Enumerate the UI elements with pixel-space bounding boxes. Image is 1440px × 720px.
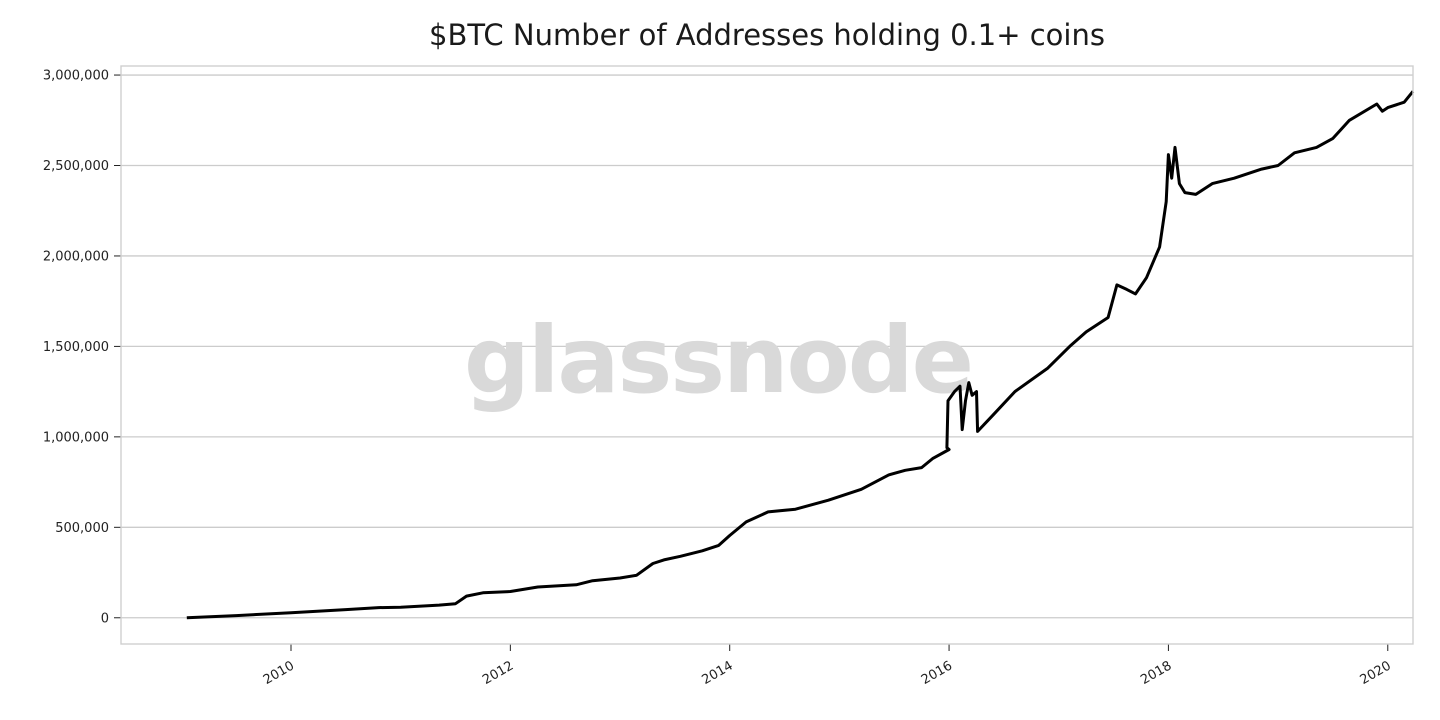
x-axis: 2010 2012 2014 2016 2018 2020	[261, 644, 1394, 688]
x-tick-label: 2014	[700, 658, 736, 688]
y-tick-label: 1,000,000	[43, 430, 109, 445]
series-layer	[186, 90, 1415, 620]
x-tick-label: 2012	[480, 658, 516, 688]
x-tick-label: 2018	[1138, 658, 1174, 688]
y-tick-label: 1,500,000	[43, 340, 109, 355]
y-axis: 0 500,000 1,000,000 1,500,000 2,000,000 2,500…	[43, 69, 121, 626]
y-tick-label: 500,000	[55, 521, 109, 536]
y-tick-label: 0	[101, 611, 109, 626]
y-tick-label: 2,000,000	[43, 249, 109, 264]
chart-title: $BTC Number of Addresses holding 0.1+ co…	[429, 18, 1105, 52]
x-tick-label: 2020	[1358, 658, 1394, 688]
grid-lines	[121, 74, 1413, 619]
plot-frame	[120, 65, 1414, 645]
y-tick-label: 2,500,000	[43, 159, 109, 174]
y-tick-label: 3,000,000	[43, 69, 109, 84]
x-tick-label: 2010	[261, 658, 297, 688]
x-tick-label: 2016	[919, 658, 955, 688]
series-line	[186, 90, 1415, 620]
glassnode-watermark: glassnode	[464, 307, 972, 414]
